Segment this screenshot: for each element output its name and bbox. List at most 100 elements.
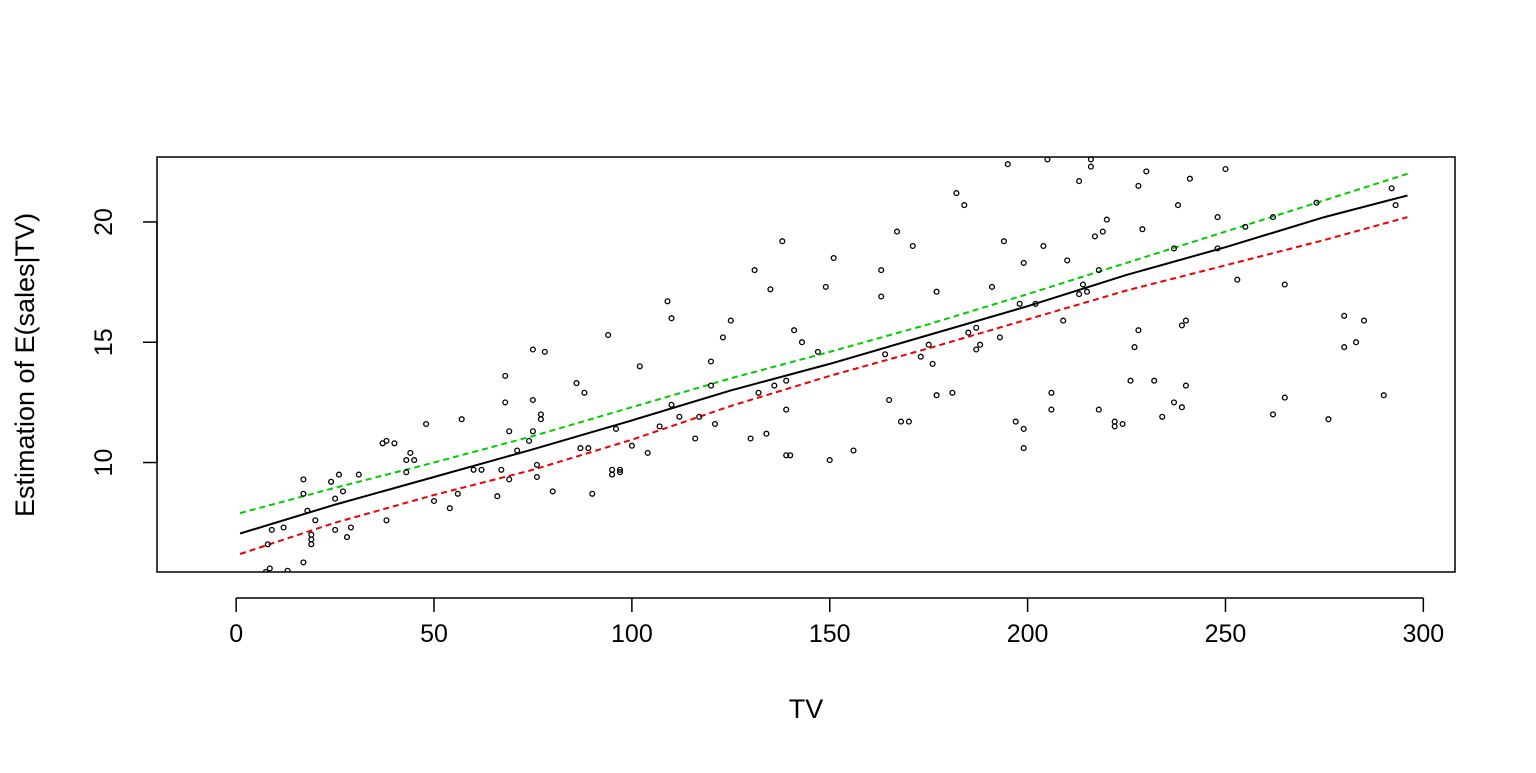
- data-point: [882, 351, 889, 358]
- data-point: [1076, 291, 1083, 298]
- data-point: [266, 565, 273, 572]
- data-point: [1135, 182, 1142, 189]
- data-point: [1060, 317, 1067, 324]
- x-axis: 0 50 100 150 200 250 300: [229, 597, 1444, 648]
- data-point: [1281, 394, 1288, 401]
- y-tick-label: 20: [90, 208, 118, 236]
- data-point: [454, 490, 461, 497]
- data-point: [537, 416, 544, 423]
- y-tick-label: 10: [90, 449, 118, 477]
- data-point: [747, 435, 754, 442]
- data-point: [612, 425, 620, 432]
- data-point: [332, 526, 339, 533]
- data-point: [391, 440, 398, 447]
- data-point: [514, 447, 521, 454]
- data-point: [529, 396, 536, 404]
- data-point: [1004, 161, 1011, 168]
- data-point: [585, 445, 592, 452]
- data-point: [755, 389, 762, 396]
- data-point: [1020, 445, 1027, 452]
- data-point: [498, 466, 505, 473]
- data-point: [1103, 216, 1110, 223]
- data-point: [1135, 327, 1142, 334]
- data-point: [779, 238, 786, 245]
- data-point: [1095, 267, 1102, 274]
- data-point: [347, 524, 354, 531]
- data-point: [1083, 288, 1091, 295]
- data-point: [707, 358, 715, 365]
- data-point: [1079, 281, 1087, 288]
- data-point: [814, 348, 821, 355]
- data-point: [1087, 157, 1094, 163]
- data-point: [1016, 300, 1023, 307]
- data-point: [917, 353, 924, 360]
- data-point: [609, 471, 616, 478]
- y-tick-label: 15: [90, 328, 118, 356]
- data-point: [636, 363, 643, 370]
- data-point: [529, 346, 536, 353]
- x-tick-label: 50: [420, 620, 448, 648]
- data-point: [494, 493, 501, 500]
- data-point: [1234, 276, 1241, 283]
- data-point: [1111, 423, 1118, 430]
- data-point: [1040, 242, 1047, 250]
- data-point: [1325, 416, 1332, 423]
- data-point: [1087, 163, 1094, 170]
- data-point: [1020, 259, 1027, 266]
- data-point: [577, 445, 584, 452]
- data-point: [925, 341, 932, 348]
- data-point: [1159, 413, 1166, 420]
- data-point: [537, 411, 544, 418]
- data-point: [1091, 233, 1098, 240]
- data-point: [965, 329, 972, 336]
- data-point: [502, 399, 509, 406]
- data-point: [1174, 202, 1182, 209]
- data-point: [1170, 245, 1178, 252]
- data-point: [783, 377, 790, 384]
- data-point: [549, 488, 556, 495]
- data-point: [264, 541, 271, 548]
- data-point: [949, 389, 956, 396]
- data-point: [403, 457, 410, 464]
- data-point: [711, 420, 719, 428]
- data-point: [609, 466, 616, 473]
- data-point: [506, 476, 513, 483]
- data-point: [300, 559, 307, 566]
- data-point: [822, 283, 829, 290]
- data-point: [783, 406, 790, 413]
- data-point: [1131, 344, 1138, 351]
- data-point: [308, 531, 315, 538]
- data-point: [628, 442, 635, 449]
- data-point: [1139, 226, 1146, 233]
- data-point: [300, 476, 307, 483]
- x-tick-label: 200: [1007, 620, 1049, 648]
- data-point: [411, 457, 418, 464]
- data-point: [605, 331, 612, 339]
- data-point: [1313, 199, 1320, 206]
- data-point: [1143, 168, 1150, 175]
- data-point: [719, 334, 726, 341]
- data-point: [308, 536, 315, 543]
- data-point: [1222, 165, 1229, 173]
- data-point: [1186, 175, 1193, 182]
- data-point: [1392, 202, 1399, 209]
- data-point: [1119, 420, 1126, 428]
- x-tick-label: 300: [1402, 620, 1444, 648]
- y-axis: 10 15 20: [90, 208, 158, 477]
- data-point: [407, 449, 414, 456]
- data-point: [1269, 411, 1277, 418]
- x-tick-label: 100: [611, 620, 653, 648]
- data-point: [502, 372, 509, 379]
- x-tick-label: 250: [1205, 620, 1247, 648]
- data-point: [1341, 344, 1348, 351]
- data-point: [1020, 425, 1027, 432]
- data-point: [300, 490, 307, 497]
- data-point: [933, 392, 940, 399]
- data-point: [1353, 339, 1360, 346]
- data-point: [506, 428, 513, 435]
- data-point: [1048, 389, 1055, 396]
- data-point: [1182, 317, 1189, 324]
- data-point: [268, 526, 275, 533]
- data-point: [589, 490, 596, 497]
